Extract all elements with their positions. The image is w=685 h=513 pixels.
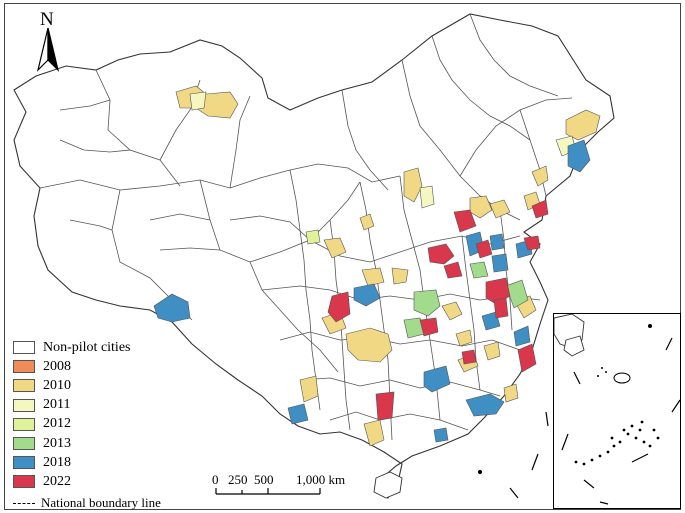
legend-swatch	[13, 379, 35, 393]
boundary-line-symbol	[13, 502, 35, 504]
pilot-regions	[153, 85, 601, 447]
legend-label: 2008	[43, 358, 71, 374]
scale-tick-label: 250	[228, 472, 248, 487]
sea-boundary-marks	[477, 411, 549, 499]
region-2022	[419, 317, 439, 337]
region-2022	[531, 199, 549, 219]
legend-label: 2018	[43, 454, 71, 470]
legend-swatch	[13, 417, 35, 431]
legend-label: 2012	[43, 416, 71, 432]
region-2022	[443, 261, 463, 279]
region-2022	[427, 243, 455, 265]
legend-item: 2011	[13, 396, 213, 415]
legend-swatch	[13, 341, 35, 355]
region-2012	[305, 229, 321, 245]
region-2010	[403, 167, 423, 203]
region-2018	[491, 253, 509, 273]
legend-label: 2011	[43, 397, 71, 413]
region-2010	[531, 165, 549, 187]
region-2022	[375, 391, 395, 421]
region-2010	[483, 341, 501, 361]
region-2011	[189, 91, 207, 111]
scale-tick-label: 0	[212, 472, 219, 487]
region-2010	[489, 199, 511, 219]
region-2013	[469, 261, 489, 279]
scale-bar-graphic	[215, 488, 321, 495]
boundary-label: National boundary line	[41, 495, 161, 510]
region-2010	[359, 213, 375, 231]
region-2013	[413, 289, 441, 317]
region-2018	[287, 403, 309, 425]
scale-tick-label: 1,000 km	[296, 472, 346, 487]
region-2022	[327, 291, 351, 323]
legend-item: 2012	[13, 415, 213, 434]
region-2013	[505, 279, 529, 309]
region-2018	[153, 293, 191, 323]
region-2010	[469, 195, 493, 219]
legend-item: 2018	[13, 453, 213, 472]
region-2010	[363, 419, 385, 447]
region-2022	[461, 349, 477, 365]
region-2022	[523, 235, 541, 251]
region-2018	[481, 311, 501, 331]
region-2018	[433, 427, 449, 443]
region-2010	[455, 329, 473, 347]
legend-item: 2010	[13, 376, 213, 395]
region-2018	[353, 283, 381, 307]
hainan-island	[373, 471, 403, 499]
region-2011	[419, 185, 435, 209]
map-frame	[4, 3, 681, 510]
internal-boundaries	[39, 13, 573, 441]
region-2018	[513, 325, 531, 347]
legend: Non-pilot cities 2008 2010 2011 2012 201…	[13, 338, 213, 513]
region-2010	[345, 327, 393, 363]
legend-boundary-item: National boundary line	[13, 494, 213, 513]
inset-map	[553, 313, 681, 505]
legend-swatch	[13, 475, 35, 489]
legend-item: 2022	[13, 472, 213, 491]
scale-bar: 0 250 500 1,000 km	[212, 472, 346, 502]
region-2022	[453, 209, 477, 233]
region-2010	[299, 375, 319, 403]
north-arrow-icon	[36, 27, 60, 72]
legend-label: 2022	[43, 473, 71, 489]
legend-label: 2010	[43, 377, 71, 393]
region-2010	[391, 267, 409, 285]
region-2010	[565, 109, 601, 141]
region-2022	[475, 239, 493, 259]
region-2022	[517, 343, 537, 373]
region-2010	[361, 267, 385, 287]
legend-swatch	[13, 456, 35, 470]
region-2018	[489, 233, 505, 251]
region-2018	[465, 393, 505, 417]
legend-item: 2013	[13, 434, 213, 453]
legend-item: Non-pilot cities	[13, 338, 213, 357]
region-2018	[567, 139, 591, 173]
region-2022	[493, 297, 509, 319]
south-china-sea-inset	[553, 313, 681, 509]
north-label: N	[40, 9, 54, 30]
legend-swatch	[13, 360, 35, 374]
region-2010	[441, 301, 463, 321]
legend-swatch	[13, 398, 35, 412]
region-2010	[323, 237, 347, 259]
scale-tick-label: 500	[254, 472, 274, 487]
region-2018	[423, 365, 451, 393]
legend-label: 2013	[43, 435, 71, 451]
region-2010	[503, 383, 519, 403]
legend-item: 2008	[13, 357, 213, 376]
legend-swatch	[13, 437, 35, 451]
legend-label: Non-pilot cities	[43, 339, 131, 355]
